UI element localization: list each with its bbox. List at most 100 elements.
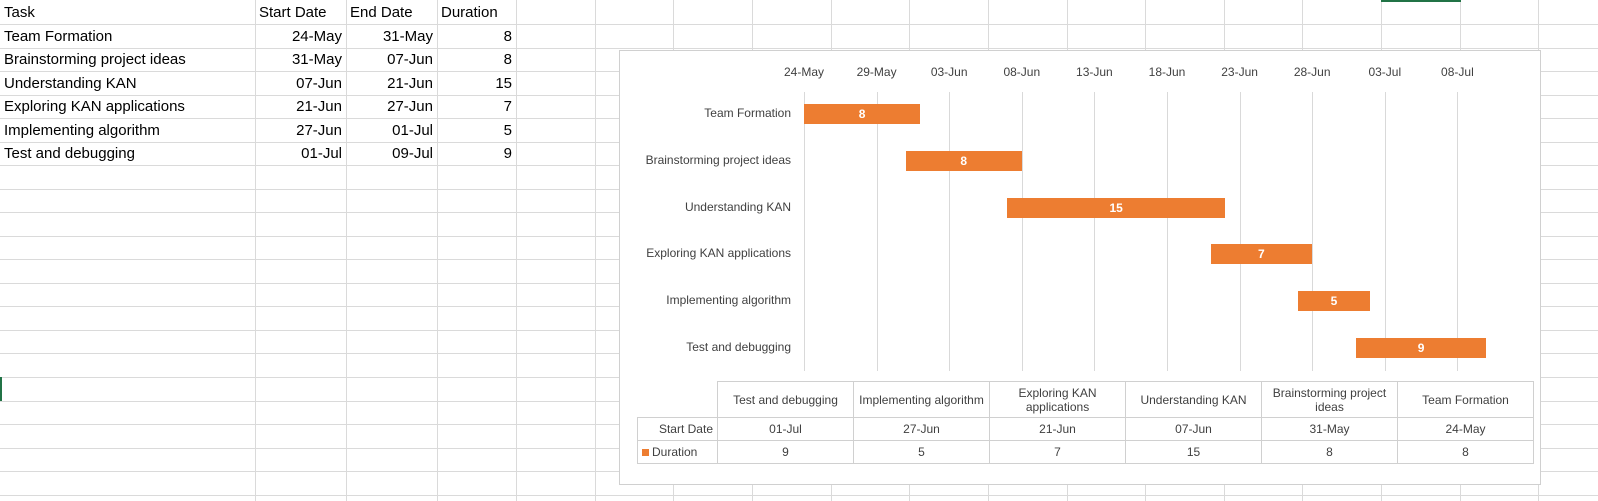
x-gridline: [1094, 92, 1096, 371]
table-column-header: Understanding KAN: [1125, 381, 1262, 418]
cell[interactable]: 27-Jun: [296, 122, 342, 139]
column-gridline: [346, 0, 347, 501]
row-gridline: [0, 24, 1598, 25]
column-selection-marker: [1381, 0, 1461, 2]
x-gridline: [1457, 92, 1459, 371]
x-tick-label: 24-May: [783, 65, 825, 79]
cell[interactable]: 7: [503, 98, 512, 115]
x-gridline: [1384, 92, 1386, 371]
cell[interactable]: Test and debugging: [4, 145, 135, 162]
category-label: Exploring KAN applications: [646, 246, 791, 260]
table-cell: 24-May: [1397, 417, 1534, 441]
cell[interactable]: 27-Jun: [387, 98, 433, 115]
column-gridline: [437, 0, 438, 501]
cell[interactable]: 9: [503, 145, 512, 162]
x-tick-label: 03-Jul: [1368, 65, 1402, 79]
duration-bar[interactable]: [1007, 198, 1226, 218]
table-row-label: Duration: [652, 445, 698, 459]
cell[interactable]: End Date: [350, 4, 413, 21]
x-gridline: [876, 92, 878, 371]
cell[interactable]: 21-Jun: [296, 98, 342, 115]
duration-bar[interactable]: [905, 151, 1022, 171]
table-column-header: Exploring KAN applications: [989, 381, 1126, 418]
table-cell: 27-Jun: [853, 417, 990, 441]
x-tick-label: 03-Jun: [930, 65, 968, 79]
bar-data-label: 8: [960, 154, 968, 168]
cell[interactable]: 21-Jun: [387, 75, 433, 92]
table-column-header: Test and debugging: [717, 381, 854, 418]
category-label: Brainstorming project ideas: [645, 153, 791, 167]
cell[interactable]: 24-May: [291, 28, 342, 45]
x-tick-label: 08-Jun: [1003, 65, 1041, 79]
x-gridline: [1167, 92, 1168, 371]
category-label: Understanding KAN: [684, 200, 791, 214]
x-tick-label: 18-Jun: [1148, 65, 1186, 79]
cell[interactable]: 8: [503, 28, 512, 45]
category-label: Implementing algorithm: [666, 293, 791, 307]
table-cell: 8: [1261, 440, 1398, 464]
bar-data-label: 8: [858, 107, 866, 121]
duration-bar[interactable]: [1355, 338, 1487, 358]
table-row-header: Start Date: [637, 417, 718, 441]
row-gridline: [0, 495, 1598, 496]
table-column-header: Team Formation: [1397, 381, 1534, 418]
cell[interactable]: Start Date: [259, 4, 327, 21]
bar-data-label: 5: [1330, 294, 1338, 308]
table-column-header: Brainstorming project ideas: [1261, 381, 1398, 418]
gantt-chart[interactable]: 24-May 29-May 03-Jun 08-Jun 13-Jun 18-Jun 23-J…: [619, 50, 1541, 485]
table-cell: 21-Jun: [989, 417, 1126, 441]
cell[interactable]: 31-May: [291, 51, 342, 68]
table-column-header: Implementing algorithm: [853, 381, 990, 418]
row-gridline: [0, 48, 1598, 49]
cell[interactable]: 01-Jul: [392, 122, 433, 139]
chart-data-table: Test and debugging Implementing algorithm…: [637, 381, 1534, 464]
x-gridline: [1239, 92, 1241, 371]
cell[interactable]: 15: [495, 75, 512, 92]
table-cell: 15: [1125, 440, 1262, 464]
cell[interactable]: Duration: [441, 4, 498, 21]
x-tick-label: 29-May: [856, 65, 897, 79]
x-gridline: [1312, 92, 1314, 371]
table-cell: 7: [989, 440, 1126, 464]
bar-data-label: 7: [1258, 247, 1265, 261]
cell[interactable]: Task: [4, 4, 35, 21]
x-gridline: [1021, 92, 1023, 371]
x-tick-label: 13-Jun: [1076, 65, 1113, 79]
table-cell: 07-Jun: [1125, 417, 1262, 441]
category-label: Team Formation: [704, 106, 791, 120]
x-gridline: [804, 92, 805, 371]
table-row-label: Start Date: [658, 422, 713, 436]
cell[interactable]: Implementing algorithm: [4, 122, 160, 139]
cell[interactable]: Brainstorming project ideas: [4, 51, 186, 68]
cell[interactable]: 8: [503, 51, 512, 68]
row-selection-marker: [0, 377, 2, 401]
x-gridline: [949, 92, 951, 371]
cell[interactable]: 07-Jun: [296, 75, 342, 92]
category-label: Test and debugging: [686, 340, 791, 354]
bar-data-label: 9: [1417, 341, 1425, 355]
table-cell: 31-May: [1261, 417, 1398, 441]
cell[interactable]: Understanding KAN: [4, 75, 137, 92]
cell[interactable]: 07-Jun: [387, 51, 433, 68]
legend-key-icon: [642, 449, 649, 457]
cell[interactable]: Exploring KAN applications: [4, 98, 185, 115]
x-tick-label: 23-Jun: [1221, 65, 1258, 79]
x-tick-label: 08-Jul: [1441, 65, 1474, 79]
duration-bar[interactable]: [1210, 244, 1313, 264]
duration-bar[interactable]: [1297, 291, 1371, 311]
cell[interactable]: 09-Jul: [392, 145, 433, 162]
cell[interactable]: 31-May: [382, 28, 433, 45]
cell[interactable]: 5: [503, 122, 512, 139]
column-gridline: [516, 0, 517, 501]
cell[interactable]: Team Formation: [4, 28, 113, 45]
column-gridline: [595, 0, 596, 501]
table-cell: 01-Jul: [717, 417, 854, 441]
table-cell: 9: [717, 440, 854, 464]
table-cell: 8: [1397, 440, 1534, 464]
table-cell: 5: [853, 440, 990, 464]
table-row-header: Duration: [637, 440, 718, 464]
cell[interactable]: 01-Jul: [301, 145, 342, 162]
duration-bar[interactable]: [804, 104, 921, 124]
x-tick-label: 28-Jun: [1293, 65, 1331, 79]
table-corner: [638, 382, 718, 418]
